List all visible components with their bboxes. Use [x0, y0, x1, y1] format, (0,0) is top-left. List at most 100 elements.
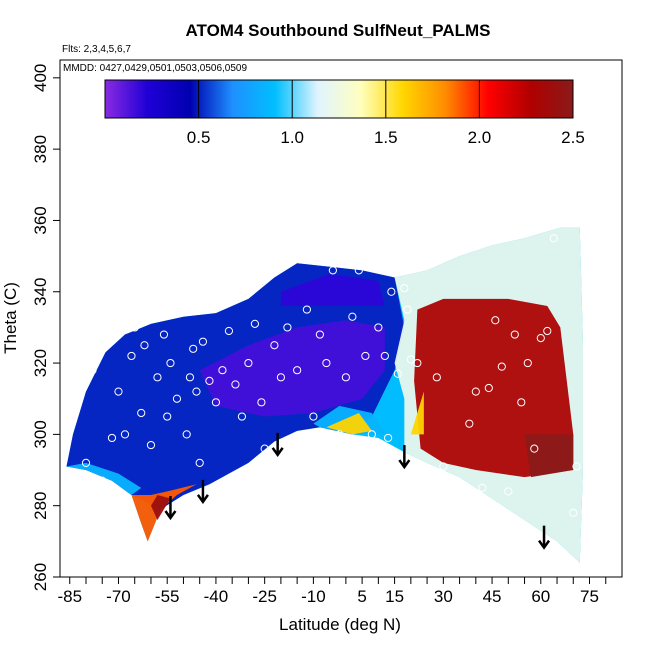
heatmap-region	[131, 484, 197, 542]
sample-point	[107, 433, 117, 443]
x-tick-label: -85	[57, 587, 82, 606]
dates-annotation: MMDD: 0427,0429,0501,0503,0506,0509	[63, 63, 247, 74]
sample-point	[322, 358, 331, 368]
sample-point	[302, 305, 311, 314]
x-tick-label: -40	[204, 587, 229, 606]
x-tick-label: 45	[483, 587, 502, 606]
y-tick-label: 280	[31, 492, 50, 520]
sample-point	[211, 398, 221, 407]
arrow-head	[271, 447, 284, 458]
sample-point	[387, 287, 396, 296]
sample-point	[179, 305, 188, 314]
colorbar-gradient	[104, 79, 574, 119]
heatmap-region	[326, 412, 372, 435]
colorbar-tick-label: 1.5	[374, 128, 398, 147]
sample-point	[439, 462, 448, 471]
data-points	[81, 234, 581, 517]
sample-point	[484, 383, 493, 393]
sample-point	[523, 358, 532, 368]
sample-point	[146, 440, 156, 450]
sample-point	[231, 380, 240, 389]
flights-annotation: Flts: 2,3,4,5,6,7	[62, 44, 131, 55]
y-tick-label: 360	[31, 206, 50, 234]
sample-point	[572, 462, 581, 471]
sample-point	[354, 266, 363, 275]
sample-point	[293, 366, 302, 375]
sample-point	[536, 334, 545, 343]
y-tick-label: 260	[31, 563, 50, 591]
sample-point	[432, 373, 441, 382]
y-tick-label: 320	[31, 349, 50, 377]
sample-point	[569, 508, 578, 517]
sample-point	[530, 444, 539, 453]
sample-point	[335, 430, 344, 439]
x-axis: -85 -70 -55 -40 -25 -10 5 15 30 45 60 75	[57, 577, 607, 606]
y-axis: 260 280 300 320 340 360 380 400	[31, 64, 60, 591]
sample-point	[517, 398, 526, 407]
colorbar: 0.5 1.0 1.5 2.0 2.5	[104, 79, 585, 147]
sample-point	[374, 323, 383, 332]
sample-point	[497, 362, 506, 371]
x-axis-label: Latitude (deg N)	[279, 615, 401, 634]
sample-point	[88, 366, 97, 375]
sample-point	[205, 376, 214, 385]
sample-point	[348, 312, 357, 321]
sample-point	[195, 458, 204, 468]
colorbar-tick-label: 2.5	[561, 128, 585, 147]
arrow-head	[164, 510, 177, 521]
x-tick-label: -10	[301, 587, 326, 606]
sample-point	[153, 373, 162, 382]
sample-point	[198, 337, 208, 346]
sample-point	[140, 341, 149, 350]
sample-point	[549, 234, 558, 243]
heatmap-field	[66, 227, 584, 563]
sample-point	[98, 476, 107, 485]
sample-point	[384, 433, 393, 443]
y-tick-label: 340	[31, 278, 50, 306]
x-tick-label: 60	[531, 587, 550, 606]
sample-point	[260, 444, 269, 453]
sample-point	[189, 344, 198, 353]
y-axis-label: Theta (C)	[1, 282, 20, 354]
sample-point	[510, 330, 519, 339]
sample-point	[367, 430, 376, 439]
sample-point	[403, 305, 412, 314]
heatmap-region	[414, 298, 574, 478]
colorbar-tick-label: 2.0	[468, 128, 492, 147]
heatmap-region	[410, 391, 424, 435]
sample-point	[182, 430, 191, 439]
sample-point	[172, 394, 182, 403]
sample-point	[328, 266, 337, 275]
arrow-markers	[164, 432, 551, 550]
sample-point	[120, 430, 130, 439]
sample-point	[315, 330, 324, 339]
sample-point	[185, 373, 195, 382]
sample-point	[309, 412, 318, 421]
sample-point	[244, 358, 253, 368]
sample-point	[270, 341, 279, 350]
arrow-head	[538, 539, 551, 550]
sample-point	[413, 358, 422, 368]
x-tick-label: -55	[155, 587, 180, 606]
sample-point	[380, 351, 389, 361]
y-tick-label: 380	[31, 135, 50, 163]
sample-point	[159, 330, 169, 339]
sample-point	[114, 387, 123, 396]
x-tick-label: 15	[385, 587, 404, 606]
y-tick-label: 400	[31, 64, 50, 92]
sample-point	[393, 369, 402, 378]
colorbar-tick-label: 0.5	[187, 128, 211, 147]
sample-point	[166, 358, 175, 368]
sample-point	[192, 387, 201, 396]
x-tick-label: 5	[357, 587, 366, 606]
sample-point	[406, 355, 415, 364]
sample-point	[276, 373, 286, 382]
arrow-head	[196, 494, 209, 504]
sample-point	[283, 323, 292, 332]
chart-title: ATOM4 Southbound SulfNeut_PALMS	[185, 21, 490, 40]
sample-point	[130, 323, 139, 332]
sample-point	[341, 373, 350, 382]
y-tick-label: 300	[31, 420, 50, 448]
heatmap-region	[524, 434, 574, 478]
colorbar-tick-label: 1.0	[280, 128, 304, 147]
